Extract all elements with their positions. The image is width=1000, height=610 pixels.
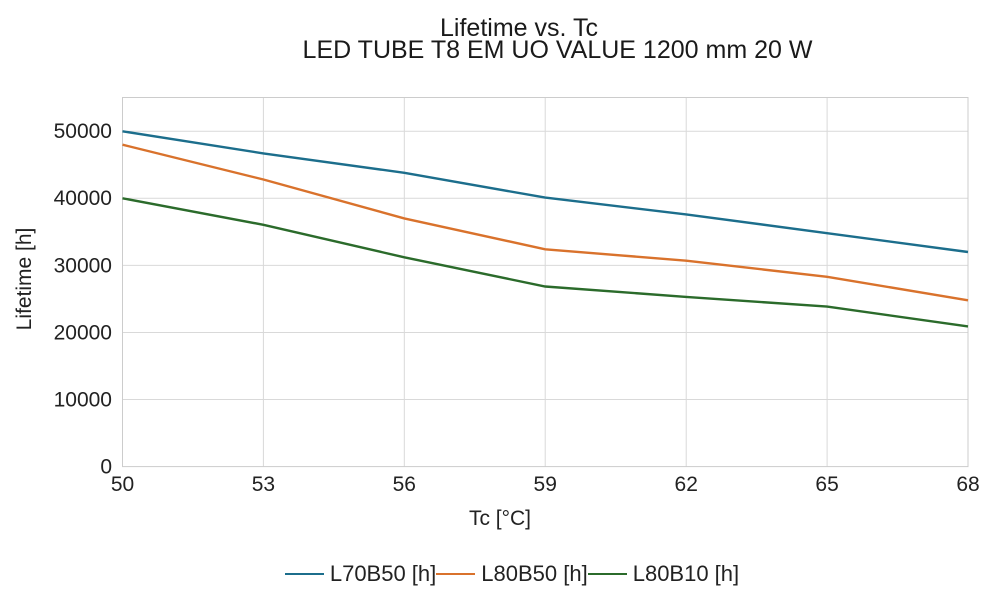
svg-text:10000: 10000: [54, 388, 112, 411]
svg-text:40000: 40000: [54, 187, 112, 210]
svg-text:68: 68: [956, 473, 979, 496]
svg-text:50: 50: [111, 473, 134, 496]
svg-text:56: 56: [393, 473, 416, 496]
svg-text:53: 53: [252, 473, 275, 496]
svg-text:50000: 50000: [54, 120, 112, 143]
svg-text:20000: 20000: [54, 321, 112, 344]
svg-text:59: 59: [534, 473, 557, 496]
svg-text:30000: 30000: [54, 254, 112, 277]
svg-text:62: 62: [675, 473, 698, 496]
svg-text:65: 65: [815, 473, 838, 496]
